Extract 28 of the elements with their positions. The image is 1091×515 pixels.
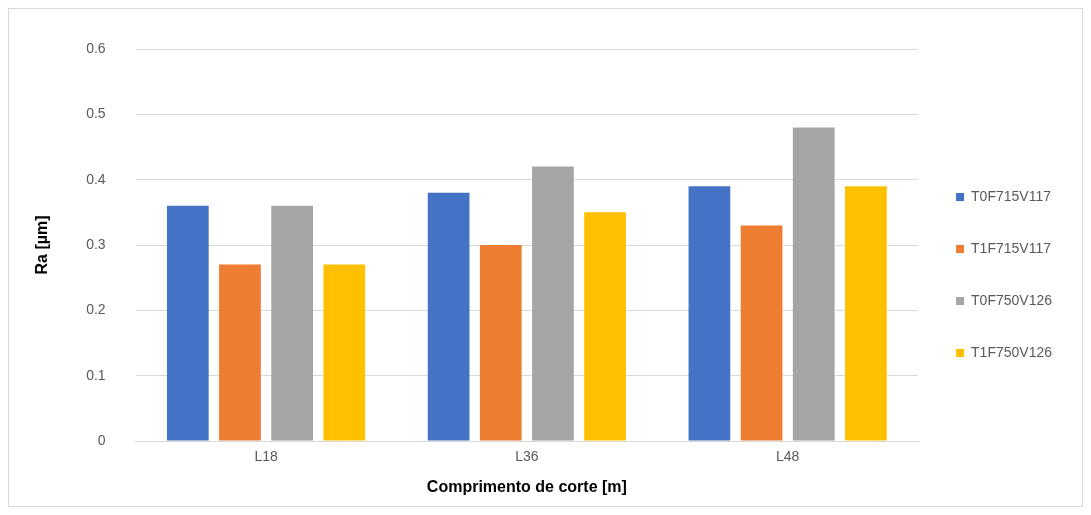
y-axis-title: Ra [µm] (33, 215, 51, 275)
x-tick-label: L48 (775, 448, 800, 465)
bar (845, 186, 887, 441)
x-tick-label: L18 (254, 448, 278, 465)
bar (688, 186, 731, 441)
bar (427, 192, 470, 441)
y-tick-label: 0 (97, 431, 106, 448)
x-tick-label: L36 (515, 448, 539, 465)
bar (740, 225, 783, 441)
y-tick-label: 0.3 (86, 235, 106, 252)
bar (166, 205, 209, 441)
bar (323, 264, 366, 441)
y-tick-label: 0.1 (86, 366, 106, 383)
y-tick-label: 0.4 (86, 170, 106, 187)
y-tick-label: 0.6 (86, 39, 106, 56)
bar (271, 205, 313, 441)
bar (219, 264, 261, 441)
legend-label: T1F715V117 (971, 239, 1052, 256)
bar (584, 212, 626, 441)
legend-label: T0F715V117 (971, 187, 1052, 204)
bar (792, 127, 835, 441)
bar (532, 166, 574, 441)
y-tick-label: 0.5 (86, 105, 106, 122)
bar (479, 245, 522, 441)
legend-label: T0F750V126 (971, 291, 1053, 308)
x-axis-title: Comprimento de corte [m] (426, 477, 627, 495)
y-tick-label: 0.2 (86, 301, 106, 318)
legend-label: T1F750V126 (971, 343, 1053, 360)
